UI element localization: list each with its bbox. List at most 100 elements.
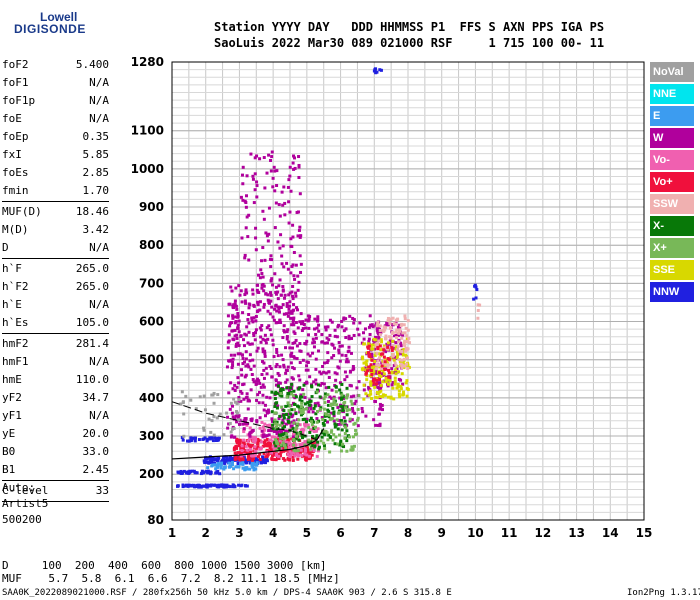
echo-point [234,319,238,323]
echo-point [380,352,384,356]
echo-point [239,484,243,488]
echo-point [291,284,295,288]
echo-point [375,70,379,74]
echo-point [306,333,310,337]
echo-point [313,444,317,448]
echo-point [264,231,268,235]
echo-point [403,314,407,318]
echo-point [217,456,221,460]
echo-point [266,293,270,297]
echo-point [312,449,316,453]
echo-point [254,328,258,332]
echo-point [199,472,203,476]
echo-point [322,429,326,433]
echo-point [213,458,217,462]
echo-point [274,390,278,394]
echo-point [334,378,338,382]
echo-point [386,345,390,349]
echo-point [237,418,241,422]
echo-point [301,444,305,448]
echo-point [244,396,248,400]
param-value: N/A [89,112,109,125]
echo-point [389,335,393,339]
echo-point [366,345,370,349]
echo-point [399,387,403,391]
echo-point [300,408,304,412]
echo-point [379,366,383,370]
echo-point [333,328,337,332]
echo-point [225,365,229,369]
echo-point [315,388,319,392]
echo-point [274,303,278,307]
echo-point [287,409,291,413]
echo-point [269,278,273,282]
param-row: yF2 34.7 [2,389,109,407]
echo-point [255,154,259,158]
echo-point [306,368,310,372]
echo-point [405,334,409,338]
auto-scaling-info: Auto: Artist5 500200 [2,480,48,528]
echo-cluster [476,303,482,320]
param-separator [2,333,109,334]
echo-point [289,449,293,453]
echo-point [229,381,233,385]
echo-point [203,456,207,460]
echo-point [286,418,290,422]
echo-point [347,334,351,338]
echo-point [231,314,235,318]
echo-point [322,397,326,401]
echo-point [371,347,375,351]
echo-point [281,437,285,441]
param-row: B0 33.0 [2,443,109,461]
echo-point [345,429,349,433]
echo-point [278,454,282,458]
echo-point [372,370,376,374]
echo-point [282,409,286,413]
param-name: foF1p [2,94,36,107]
echo-point [399,341,403,345]
echo-point [303,443,307,447]
echo-point [338,396,342,400]
echo-point [305,380,309,384]
echo-point [356,407,360,411]
echo-point [243,256,247,260]
echo-point [298,423,302,427]
echo-point [245,484,249,488]
echo-point [350,418,354,422]
echo-point [275,401,279,405]
logo-line2: DIGISONDE [14,22,86,36]
echo-point [281,388,285,392]
echo-point [318,445,322,449]
echo-point [348,314,352,318]
echo-point [357,394,361,398]
echo-point [275,350,279,354]
echo-point [275,422,279,426]
echo-point [310,420,314,424]
echo-point [229,430,233,434]
echo-point [236,323,240,327]
echo-point [386,378,390,382]
echo-point [227,333,231,337]
echo-point [265,411,269,415]
echo-point [343,423,347,427]
echo-point [396,344,400,348]
echo-point [283,293,287,297]
echo-point [273,397,277,401]
echo-point [383,328,387,332]
echo-point [336,427,340,431]
echo-point [264,444,268,448]
echo-point [250,318,254,322]
echo-point [325,336,329,340]
echo-point [290,290,294,294]
echo-point [257,290,261,294]
echo-point [361,355,365,359]
echo-point [233,334,237,338]
echo-point [323,325,327,329]
echo-point [270,435,274,439]
echo-point [323,341,327,345]
echo-point [299,393,303,397]
echo-point [233,400,237,404]
param-value: 33.0 [82,445,110,458]
echo-point [333,425,337,429]
echo-point [384,380,388,384]
